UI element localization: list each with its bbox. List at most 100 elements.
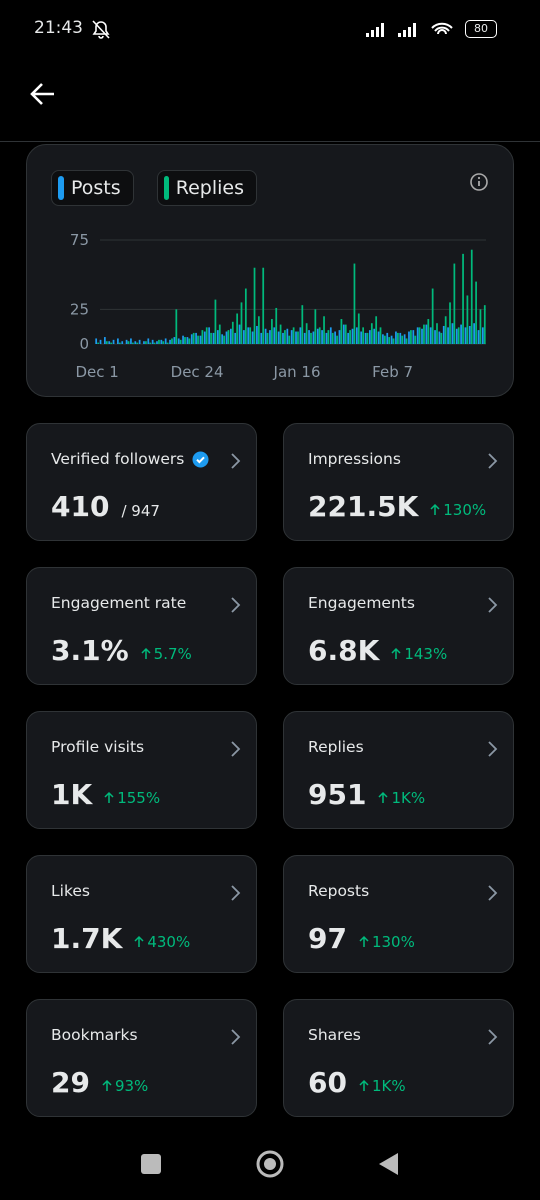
up-arrow (141, 647, 151, 659)
stat-label-row: Profile visits (51, 738, 144, 756)
stat-label-row: Verified followers (51, 450, 209, 468)
bar (156, 341, 158, 344)
bar (192, 332, 195, 344)
stat-label-row: Likes (51, 882, 90, 900)
bar (447, 327, 449, 344)
info-icon[interactable] (468, 171, 490, 193)
stat-card[interactable]: Bookmarks 29 93% (26, 999, 257, 1117)
stat-card[interactable]: Profile visits 1K 155% (26, 711, 257, 829)
legend-item[interactable]: Posts (51, 170, 134, 206)
stat-label-row: Engagements (308, 594, 415, 612)
bar (169, 339, 171, 344)
bar (425, 324, 428, 344)
stat-change-value: 155% (117, 788, 161, 807)
legend-item[interactable]: Replies (157, 170, 257, 206)
up-arrow (430, 503, 440, 515)
bar (244, 288, 247, 344)
stat-value: 951 (308, 778, 367, 811)
bar (186, 337, 189, 344)
bar (481, 327, 484, 344)
stat-change-value: 93% (114, 1076, 149, 1095)
back-button[interactable] (28, 80, 58, 108)
x-tick-label: Dec 24 (171, 363, 224, 381)
bar (171, 338, 173, 344)
bar (468, 325, 471, 344)
bar (483, 305, 486, 344)
stat-change: 130% (359, 933, 415, 951)
stat-label: Verified followers (51, 450, 185, 468)
bar (125, 339, 128, 344)
bar (203, 331, 206, 344)
stat-label-row: Impressions (308, 450, 401, 468)
bar (455, 328, 458, 344)
x-tick-label: Dec 1 (76, 363, 119, 381)
bar (438, 331, 441, 344)
stat-row: 3.1% 5.7% (51, 634, 192, 667)
y-tick-label: 75 (70, 231, 89, 249)
bar (151, 339, 154, 344)
stat-card[interactable]: Likes 1.7K 430% (26, 855, 257, 973)
stat-row: 1K 155% (51, 778, 160, 811)
bar (243, 330, 245, 344)
bar (340, 319, 343, 344)
legend-swatch (58, 176, 64, 200)
bar (375, 316, 378, 344)
stat-value: 3.1% (51, 634, 129, 667)
bar (362, 327, 365, 344)
stat-change-value: 430% (147, 932, 191, 951)
stat-label: Engagement rate (51, 594, 187, 612)
bar (431, 288, 434, 344)
bar (336, 335, 338, 344)
stat-card[interactable]: Reposts 97 130% (283, 855, 514, 973)
bar (238, 324, 241, 344)
chevron (231, 741, 241, 757)
bar (136, 342, 139, 344)
bar (271, 319, 273, 344)
bar (132, 342, 134, 344)
stat-label-row: Replies (308, 738, 364, 756)
stat-row: 410 / 947 (51, 490, 160, 523)
stat-change-value: 1K% (371, 1076, 406, 1095)
stat-row: 1.7K 430% (51, 922, 190, 955)
divider (0, 141, 540, 142)
bar (227, 330, 230, 344)
bar (395, 331, 397, 344)
bar (256, 325, 258, 344)
legend-label: Posts (71, 177, 121, 199)
bar (316, 328, 319, 344)
stat-change-value: 130% (443, 500, 487, 519)
stat-row: 6.8K 143% (308, 634, 447, 667)
bar (201, 330, 204, 344)
bar (436, 323, 438, 344)
stat-card[interactable]: Verified followers 410 / 947 (26, 423, 257, 541)
bar (249, 327, 252, 344)
bar (260, 332, 263, 344)
bar (357, 313, 360, 344)
stat-card[interactable]: Engagements 6.8K 143% (283, 567, 514, 685)
bar (299, 327, 302, 344)
recent-button[interactable] (141, 1154, 161, 1174)
up-arrow (104, 791, 114, 803)
bar (110, 342, 113, 344)
bar (325, 332, 328, 344)
bar (427, 319, 430, 344)
stat-label: Reposts (308, 882, 370, 900)
bar (338, 330, 341, 344)
up-arrow (134, 935, 144, 947)
bar (240, 302, 243, 344)
bar (182, 335, 184, 344)
home-button[interactable] (256, 1150, 284, 1178)
stat-card[interactable]: Engagement rate 3.1% 5.7% (26, 567, 257, 685)
stat-card[interactable]: Impressions 221.5K 130% (283, 423, 514, 541)
x-tick-label: Feb 7 (372, 363, 413, 381)
back-nav-button[interactable] (379, 1153, 398, 1175)
bar (266, 332, 269, 344)
bar (127, 341, 130, 344)
bar (318, 327, 321, 344)
bar (477, 330, 480, 344)
bar (112, 339, 115, 344)
stat-card[interactable]: Shares 60 1K% (283, 999, 514, 1117)
bar (401, 335, 404, 344)
stat-card[interactable]: Replies 951 1K% (283, 711, 514, 829)
